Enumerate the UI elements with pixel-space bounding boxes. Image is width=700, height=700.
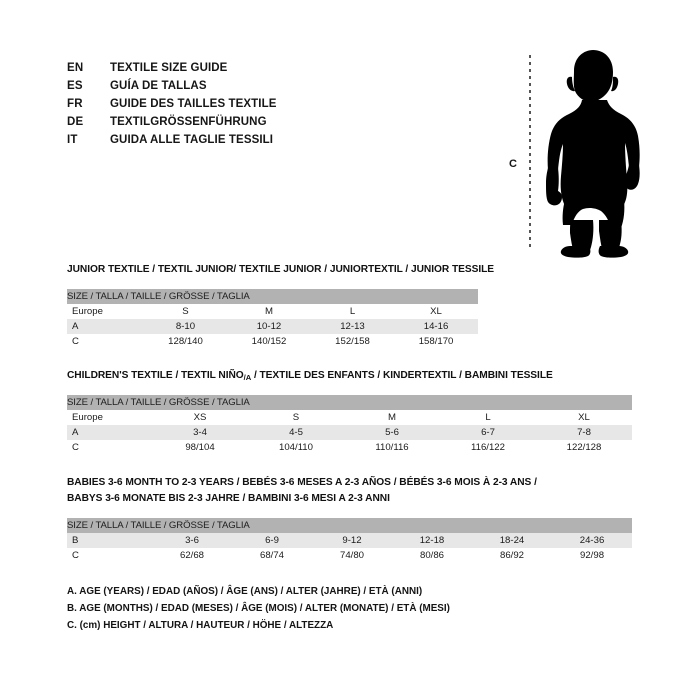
cell: S — [144, 304, 227, 319]
table-band-row: SIZE / TALLA / TAILLE / GRÖSSE / TAGLIA — [67, 289, 479, 304]
cell: 5-6 — [344, 425, 440, 440]
cell: 6-9 — [232, 533, 312, 548]
cell: 152/158 — [311, 334, 394, 349]
cell: 128/140 — [144, 334, 227, 349]
cell: 92/98 — [552, 548, 633, 563]
cell: 62/68 — [152, 548, 232, 563]
table-babies: SIZE / TALLA / TAILLE / GRÖSSE / TAGLIA … — [67, 518, 633, 563]
cell: 104/110 — [248, 440, 344, 455]
language-title: TEXTILGRÖSSENFÜHRUNG — [110, 116, 267, 128]
table-row: B 3-6 6-9 9-12 12-18 18-24 24-36 — [67, 533, 633, 548]
cell: XL — [394, 304, 479, 319]
language-row-en: EN TEXTILE SIZE GUIDE — [67, 62, 277, 80]
legend-line-c: C. (cm) HEIGHT / ALTURA / HAUTEUR / HÖHE… — [67, 620, 334, 631]
cell: 24-36 — [552, 533, 633, 548]
heading-part-post: / TEXTILE DES ENFANTS / KINDERTEXTIL / B… — [251, 370, 553, 381]
cell: XL — [536, 410, 632, 425]
toddler-silhouette-icon — [546, 50, 640, 258]
cell: 86/92 — [472, 548, 552, 563]
row-label: C — [67, 440, 152, 455]
language-title-list: EN TEXTILE SIZE GUIDE ES GUÍA DE TALLAS … — [67, 62, 277, 152]
language-code: ES — [67, 80, 83, 92]
height-illustration: C — [495, 42, 675, 267]
cell: 7-8 — [536, 425, 632, 440]
section-heading-junior: JUNIOR TEXTILE / TEXTIL JUNIOR/ TEXTILE … — [67, 264, 495, 275]
row-label: B — [67, 533, 152, 548]
table-band-label: SIZE / TALLA / TAILLE / GRÖSSE / TAGLIA — [67, 395, 632, 410]
language-code: IT — [67, 134, 78, 146]
cell: 14-16 — [394, 319, 479, 334]
cell: 3-4 — [152, 425, 248, 440]
table-band-row: SIZE / TALLA / TAILLE / GRÖSSE / TAGLIA — [67, 518, 633, 533]
language-code: DE — [67, 116, 84, 128]
language-row-es: ES GUÍA DE TALLAS — [67, 80, 277, 98]
cell: L — [311, 304, 394, 319]
cell: 6-7 — [440, 425, 536, 440]
row-label: A — [67, 319, 144, 334]
cell: 68/74 — [232, 548, 312, 563]
cell: XS — [152, 410, 248, 425]
language-code: EN — [67, 62, 84, 74]
table-row: C 128/140 140/152 152/158 158/170 — [67, 334, 479, 349]
section-heading-babies-line1: BABIES 3-6 MONTH TO 2-3 YEARS / BEBÉS 3-… — [67, 477, 537, 488]
cell: 110/116 — [344, 440, 440, 455]
legend-line-a: A. AGE (YEARS) / EDAD (AÑOS) / ÂGE (ANS)… — [67, 586, 423, 597]
table-row: A 8-10 10-12 12-13 14-16 — [67, 319, 479, 334]
cell: 10-12 — [227, 319, 311, 334]
cell: L — [440, 410, 536, 425]
table-band-label: SIZE / TALLA / TAILLE / GRÖSSE / TAGLIA — [67, 289, 479, 304]
cell: 9-12 — [312, 533, 392, 548]
cell: 80/86 — [392, 548, 472, 563]
table-band-label: SIZE / TALLA / TAILLE / GRÖSSE / TAGLIA — [67, 518, 633, 533]
cell: 158/170 — [394, 334, 479, 349]
cell: S — [248, 410, 344, 425]
section-heading-babies-line2: BABYS 3-6 MONATE BIS 2-3 JAHRE / BAMBINI… — [67, 493, 390, 504]
language-row-it: IT GUIDA ALLE TAGLIE TESSILI — [67, 134, 277, 152]
height-marker-label: C — [509, 158, 517, 170]
cell: 12-13 — [311, 319, 394, 334]
cell: 74/80 — [312, 548, 392, 563]
cell: 4-5 — [248, 425, 344, 440]
table-junior: SIZE / TALLA / TAILLE / GRÖSSE / TAGLIA … — [67, 289, 479, 349]
cell: 116/122 — [440, 440, 536, 455]
table-row: A 3-4 4-5 5-6 6-7 7-8 — [67, 425, 632, 440]
cell: 12-18 — [392, 533, 472, 548]
table-row: Europe XS S M L XL — [67, 410, 632, 425]
language-title: GUIDA ALLE TAGLIE TESSILI — [110, 134, 274, 146]
height-dotted-line — [529, 55, 531, 251]
row-label: Europe — [67, 410, 152, 425]
legend-block: A. AGE (YEARS) / EDAD (AÑOS) / ÂGE (ANS)… — [67, 583, 450, 634]
row-label: Europe — [67, 304, 144, 319]
table-band-row: SIZE / TALLA / TAILLE / GRÖSSE / TAGLIA — [67, 395, 632, 410]
cell: 140/152 — [227, 334, 311, 349]
cell: 122/128 — [536, 440, 632, 455]
cell: 98/104 — [152, 440, 248, 455]
row-label: C — [67, 334, 144, 349]
section-heading-children: CHILDREN'S TEXTILE / TEXTIL NIÑO/A / TEX… — [67, 370, 553, 382]
table-row: C 62/68 68/74 74/80 80/86 86/92 92/98 — [67, 548, 633, 563]
heading-part-pre: CHILDREN'S TEXTILE / TEXTIL NIÑO — [67, 370, 244, 381]
table-children: SIZE / TALLA / TAILLE / GRÖSSE / TAGLIA … — [67, 395, 632, 455]
cell: 8-10 — [144, 319, 227, 334]
row-label: C — [67, 548, 152, 563]
language-title: TEXTILE SIZE GUIDE — [110, 62, 228, 74]
cell: M — [227, 304, 311, 319]
cell: 18-24 — [472, 533, 552, 548]
legend-line-b: B. AGE (MONTHS) / EDAD (MESES) / ÂGE (MO… — [67, 603, 450, 614]
cell: 3-6 — [152, 533, 232, 548]
language-title: GUÍA DE TALLAS — [110, 80, 207, 92]
language-code: FR — [67, 98, 83, 110]
language-row-de: DE TEXTILGRÖSSENFÜHRUNG — [67, 116, 277, 134]
row-label: A — [67, 425, 152, 440]
heading-part-sub: /A — [243, 373, 252, 382]
table-row: C 98/104 104/110 110/116 116/122 122/128 — [67, 440, 632, 455]
language-row-fr: FR GUIDE DES TAILLES TEXTILE — [67, 98, 277, 116]
language-title: GUIDE DES TAILLES TEXTILE — [110, 98, 277, 110]
table-row: Europe S M L XL — [67, 304, 479, 319]
cell: M — [344, 410, 440, 425]
